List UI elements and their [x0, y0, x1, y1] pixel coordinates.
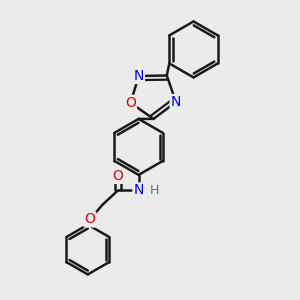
Text: N: N — [171, 95, 181, 109]
Text: N: N — [134, 69, 144, 83]
Text: N: N — [134, 183, 144, 197]
Text: O: O — [84, 212, 95, 226]
Text: H: H — [150, 184, 159, 197]
Text: O: O — [112, 169, 123, 183]
Text: O: O — [125, 96, 136, 110]
